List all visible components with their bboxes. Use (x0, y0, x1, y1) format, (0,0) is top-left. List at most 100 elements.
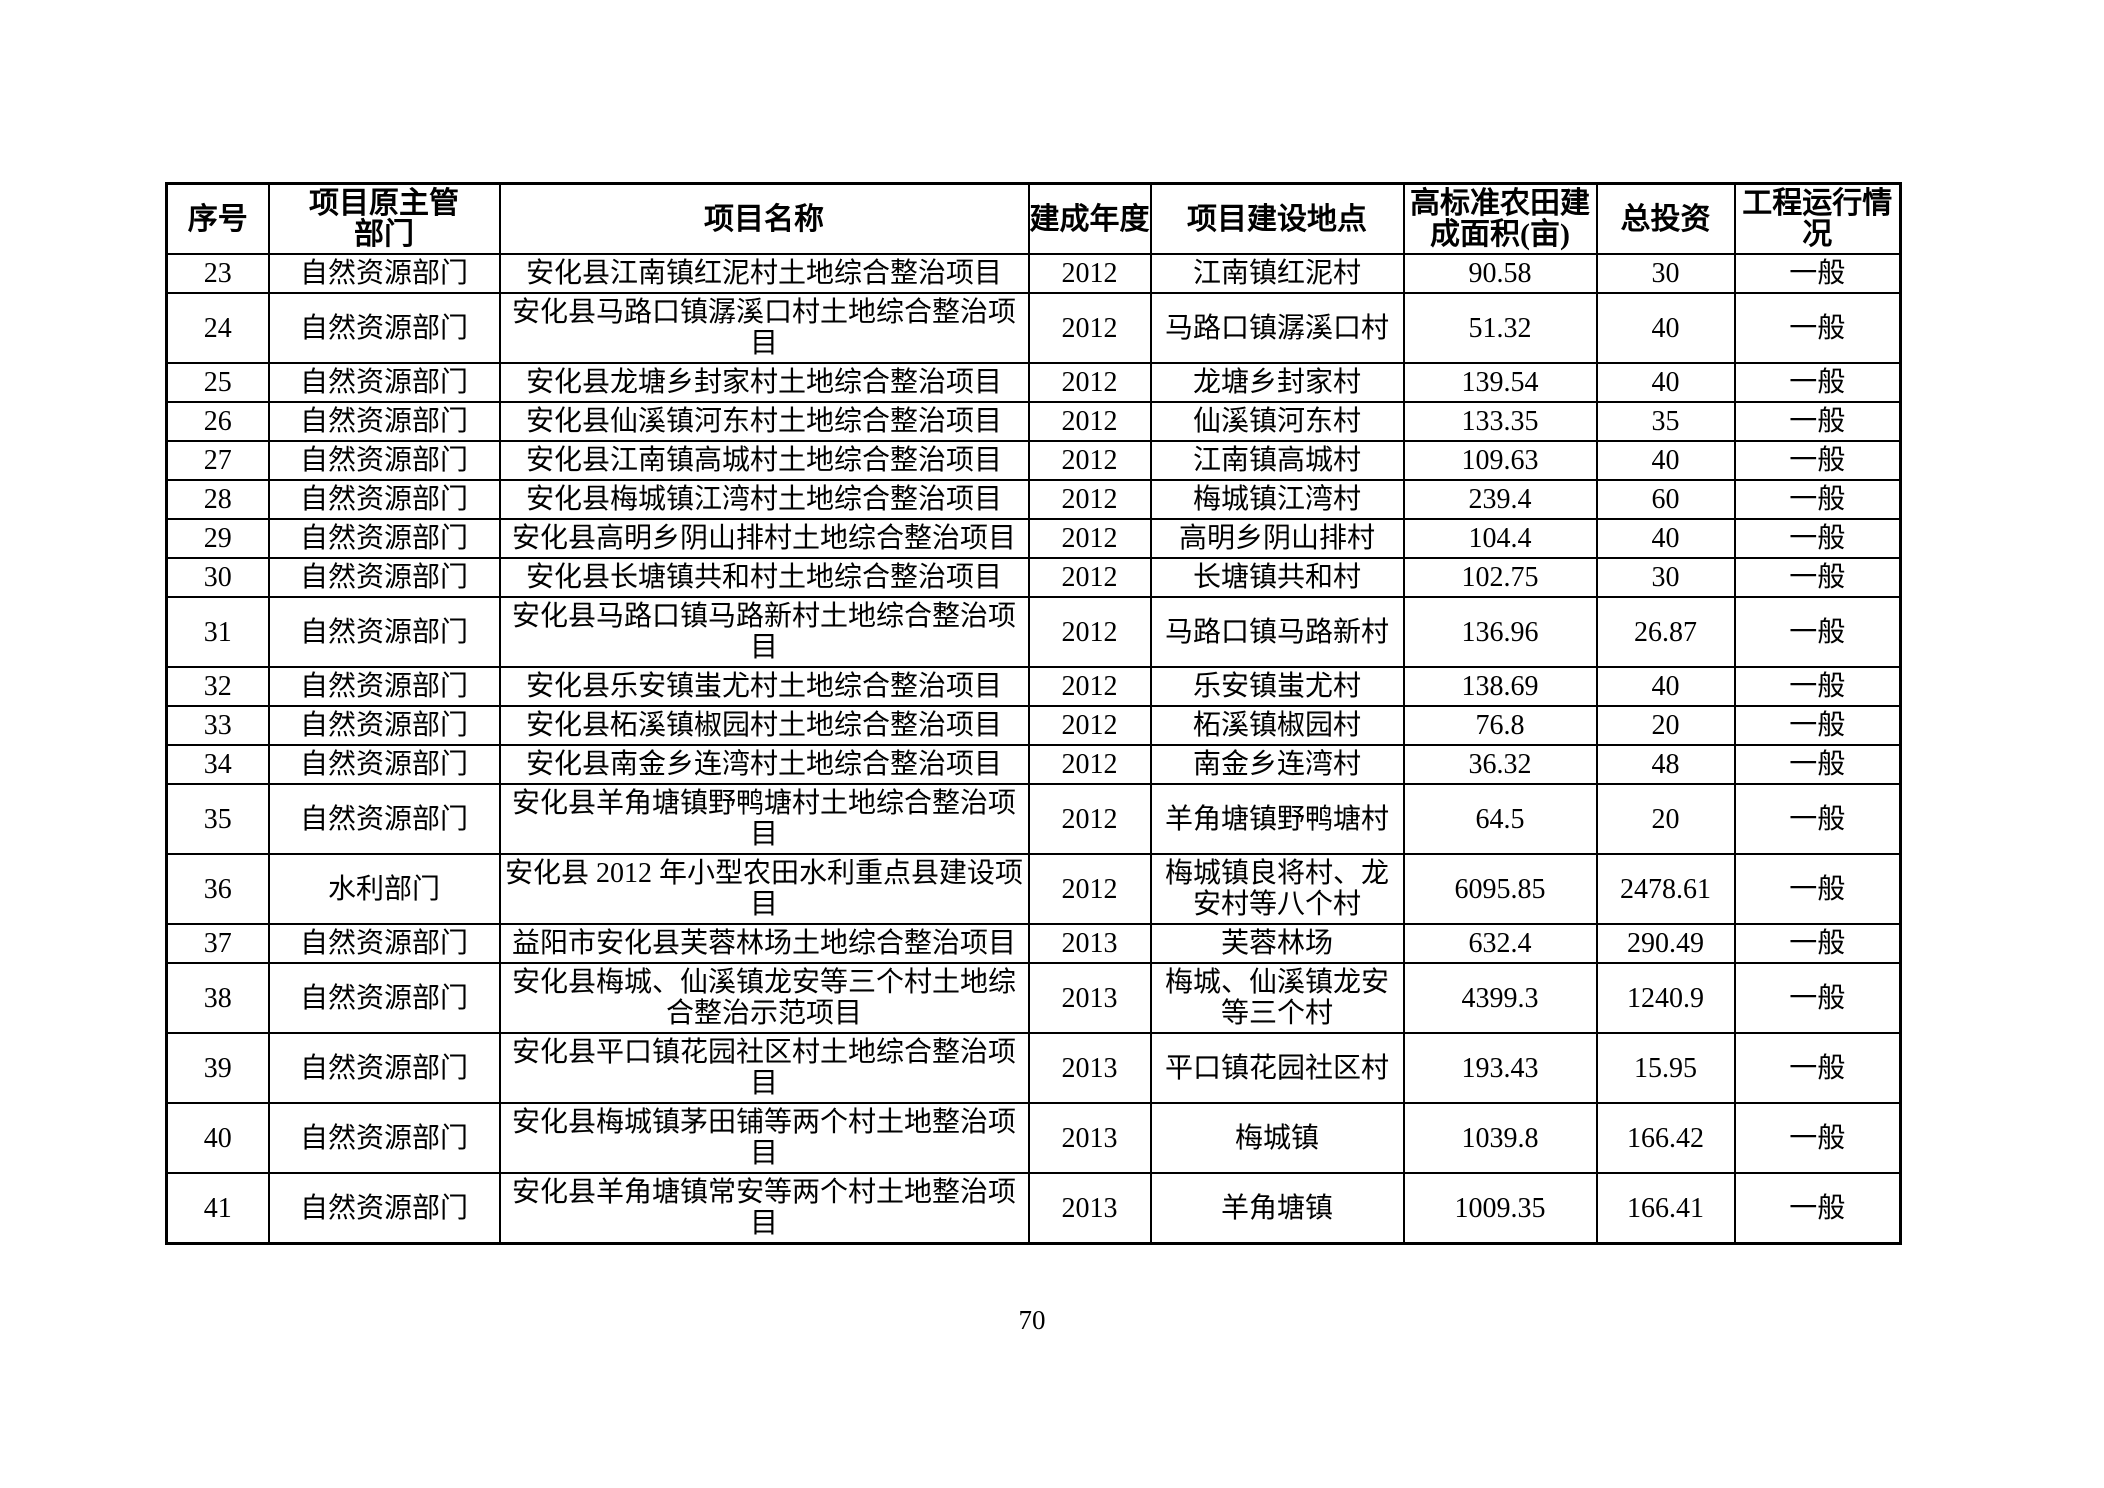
cell-year: 2012 (1027, 518, 1152, 559)
cell-location: 羊角塘镇野鸭塘村 (1149, 783, 1405, 855)
cell-index: 36 (165, 853, 270, 925)
cell-investment: 26.87 (1595, 596, 1736, 668)
cell-location: 江南镇红泥村 (1149, 253, 1405, 294)
cell-department: 自然资源部门 (267, 292, 501, 364)
cell-department: 自然资源部门 (267, 596, 501, 668)
cell-area: 109.63 (1402, 440, 1598, 481)
table-row: 41 自然资源部门 安化县羊角塘镇常安等两个村土地整治项目 2013 羊角塘镇 1009.… (165, 1172, 1902, 1245)
table-row: 26 自然资源部门 安化县仙溪镇河东村土地综合整治项目 2012 仙溪镇河东村 133.3… (165, 401, 1902, 442)
header-cell-area: 高标准农田建 成面积(亩) (1402, 182, 1598, 255)
header-cell-name: 项目名称 (498, 182, 1030, 255)
cell-name: 安化县马路口镇潺溪口村土地综合整治项目 (498, 292, 1030, 364)
cell-area: 139.54 (1402, 362, 1598, 403)
cell-index: 24 (165, 292, 270, 364)
cell-area: 4399.3 (1402, 962, 1598, 1034)
cell-name: 安化县梅城镇江湾村土地综合整治项目 (498, 479, 1030, 520)
cell-area: 133.35 (1402, 401, 1598, 442)
header-cell-status: 工程运行情 况 (1733, 182, 1902, 255)
cell-name: 安化县南金乡连湾村土地综合整治项目 (498, 744, 1030, 785)
cell-index: 27 (165, 440, 270, 481)
cell-status: 一般 (1733, 962, 1902, 1034)
cell-investment: 40 (1595, 292, 1736, 364)
cell-status: 一般 (1733, 253, 1902, 294)
cell-index: 39 (165, 1032, 270, 1104)
cell-investment: 40 (1595, 440, 1736, 481)
cell-year: 2012 (1027, 705, 1152, 746)
cell-department: 自然资源部门 (267, 440, 501, 481)
cell-investment: 48 (1595, 744, 1736, 785)
cell-year: 2012 (1027, 596, 1152, 668)
cell-investment: 40 (1595, 362, 1736, 403)
cell-index: 25 (165, 362, 270, 403)
cell-status: 一般 (1733, 518, 1902, 559)
cell-area: 51.32 (1402, 292, 1598, 364)
cell-location: 平口镇花园社区村 (1149, 1032, 1405, 1104)
cell-area: 64.5 (1402, 783, 1598, 855)
cell-department: 自然资源部门 (267, 1032, 501, 1104)
cell-status: 一般 (1733, 479, 1902, 520)
cell-location: 梅城、仙溪镇龙安等三个村 (1149, 962, 1405, 1034)
cell-investment: 30 (1595, 253, 1736, 294)
header-cell-department: 项目原主管 部门 (267, 182, 501, 255)
cell-location: 江南镇高城村 (1149, 440, 1405, 481)
table-row: 37 自然资源部门 益阳市安化县芙蓉林场土地综合整治项目 2013 芙蓉林场 632.4 2… (165, 923, 1902, 964)
cell-department: 自然资源部门 (267, 744, 501, 785)
cell-investment: 60 (1595, 479, 1736, 520)
cell-status: 一般 (1733, 557, 1902, 598)
cell-status: 一般 (1733, 596, 1902, 668)
cell-year: 2013 (1027, 923, 1152, 964)
cell-year: 2012 (1027, 666, 1152, 707)
cell-investment: 15.95 (1595, 1032, 1736, 1104)
cell-investment: 35 (1595, 401, 1736, 442)
cell-index: 41 (165, 1172, 270, 1245)
cell-location: 羊角塘镇 (1149, 1172, 1405, 1245)
cell-name: 安化县仙溪镇河东村土地综合整治项目 (498, 401, 1030, 442)
cell-location: 柘溪镇椒园村 (1149, 705, 1405, 746)
cell-index: 30 (165, 557, 270, 598)
cell-department: 自然资源部门 (267, 557, 501, 598)
cell-investment: 20 (1595, 705, 1736, 746)
cell-location: 芙蓉林场 (1149, 923, 1405, 964)
cell-index: 23 (165, 253, 270, 294)
cell-status: 一般 (1733, 923, 1902, 964)
cell-area: 36.32 (1402, 744, 1598, 785)
cell-status: 一般 (1733, 1172, 1902, 1245)
header-cell-location: 项目建设地点 (1149, 182, 1405, 255)
header-cell-investment: 总投资 (1595, 182, 1736, 255)
cell-location: 梅城镇江湾村 (1149, 479, 1405, 520)
cell-department: 自然资源部门 (267, 1172, 501, 1245)
cell-year: 2013 (1027, 1032, 1152, 1104)
page-number: 70 (1018, 1305, 1046, 1335)
cell-year: 2013 (1027, 1172, 1152, 1245)
table-body: 23 自然资源部门 安化县江南镇红泥村土地综合整治项目 2012 江南镇红泥村 90.58… (165, 253, 1902, 1245)
cell-index: 31 (165, 596, 270, 668)
cell-status: 一般 (1733, 666, 1902, 707)
cell-status: 一般 (1733, 362, 1902, 403)
cell-location: 马路口镇潺溪口村 (1149, 292, 1405, 364)
cell-investment: 166.41 (1595, 1172, 1736, 1245)
table-row: 23 自然资源部门 安化县江南镇红泥村土地综合整治项目 2012 江南镇红泥村 90.58… (165, 253, 1902, 294)
cell-year: 2012 (1027, 401, 1152, 442)
header-cell-index: 序号 (165, 182, 270, 255)
cell-location: 龙塘乡封家村 (1149, 362, 1405, 403)
cell-name: 安化县 2012 年小型农田水利重点县建设项目 (498, 853, 1030, 925)
cell-year: 2012 (1027, 853, 1152, 925)
cell-investment: 40 (1595, 666, 1736, 707)
cell-area: 6095.85 (1402, 853, 1598, 925)
cell-name: 安化县江南镇红泥村土地综合整治项目 (498, 253, 1030, 294)
cell-name: 安化县平口镇花园社区村土地综合整治项目 (498, 1032, 1030, 1104)
cell-name: 安化县马路口镇马路新村土地综合整治项目 (498, 596, 1030, 668)
cell-department: 自然资源部门 (267, 1102, 501, 1174)
cell-area: 76.8 (1402, 705, 1598, 746)
cell-status: 一般 (1733, 440, 1902, 481)
header-row: 序号 项目原主管 部门 项目名称 建成年度 项目建设地点 高标准农田建 成面积(亩) 总投资… (165, 182, 1902, 255)
cell-department: 自然资源部门 (267, 253, 501, 294)
cell-location: 梅城镇 (1149, 1102, 1405, 1174)
cell-investment: 30 (1595, 557, 1736, 598)
cell-status: 一般 (1733, 401, 1902, 442)
cell-index: 32 (165, 666, 270, 707)
cell-status: 一般 (1733, 292, 1902, 364)
cell-location: 梅城镇良将村、龙安村等八个村 (1149, 853, 1405, 925)
cell-investment: 290.49 (1595, 923, 1736, 964)
